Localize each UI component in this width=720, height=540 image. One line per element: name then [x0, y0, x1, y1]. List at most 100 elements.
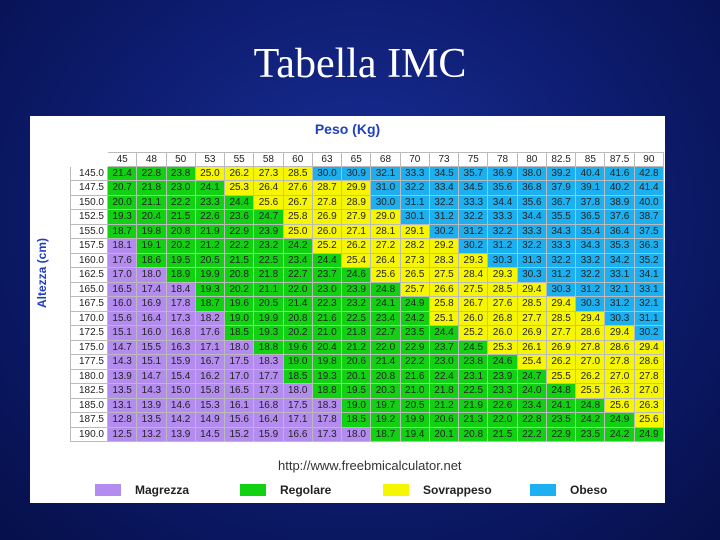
bmi-cell: 22.7 [371, 326, 401, 341]
bmi-cell: 27.3 [400, 253, 430, 268]
bmi-cell: 18.1 [108, 239, 138, 254]
bmi-cell: 23.8 [459, 355, 489, 370]
column-header: 60 [283, 152, 313, 167]
bmi-cell: 20.2 [166, 239, 196, 254]
bmi-cell: 36.8 [517, 181, 547, 196]
bmi-cell: 21.4 [371, 355, 401, 370]
column-header: 45 [108, 152, 138, 167]
bmi-cell: 25.0 [195, 166, 226, 181]
bmi-cell: 28.3 [429, 253, 460, 268]
bmi-cell: 32.2 [429, 195, 460, 210]
bmi-cell: 23.3 [488, 384, 518, 399]
bmi-cell: 20.6 [342, 355, 372, 370]
bmi-cell: 26.2 [225, 166, 255, 181]
bmi-cell: 34.3 [546, 224, 577, 239]
bmi-cell: 30.9 [342, 166, 372, 181]
row-header: 172.5 [70, 326, 108, 341]
bmi-cell: 25.2 [312, 239, 343, 254]
bmi-cell: 21.8 [137, 181, 167, 196]
bmi-cell: 40.2 [605, 181, 635, 196]
row-header: 157.5 [70, 239, 108, 254]
bmi-cell: 23.0 [429, 355, 460, 370]
bmi-cell: 41.6 [605, 166, 635, 181]
bmi-cell: 13.1 [108, 398, 138, 413]
bmi-cell: 17.3 [312, 427, 343, 442]
bmi-cell: 35.3 [605, 239, 635, 254]
bmi-cell: 16.1 [225, 398, 255, 413]
bmi-cell: 27.8 [605, 355, 635, 370]
bmi-cell: 24.6 [342, 268, 372, 283]
bmi-cell: 20.8 [166, 224, 196, 239]
bmi-cell: 27.9 [342, 210, 372, 225]
bmi-cell: 29.2 [429, 239, 460, 254]
bmi-cell: 36.5 [576, 210, 606, 225]
bmi-cell: 28.7 [312, 181, 343, 196]
bmi-cell: 34.5 [429, 166, 460, 181]
bmi-cell: 19.7 [371, 398, 401, 413]
bmi-cell: 19.5 [342, 384, 372, 399]
bmi-cell: 33.4 [429, 181, 460, 196]
bmi-cell: 27.7 [546, 326, 577, 341]
bmi-cell: 29.3 [459, 253, 489, 268]
bmi-cell: 24.7 [517, 369, 547, 384]
bmi-cell: 21.1 [254, 282, 284, 297]
bmi-cell: 23.4 [371, 311, 401, 326]
bmi-cell: 21.1 [137, 195, 167, 210]
bmi-cell: 22.4 [429, 369, 460, 384]
bmi-cell: 23.7 [312, 268, 343, 283]
bmi-cell: 16.0 [137, 326, 167, 341]
column-header: 87.5 [605, 152, 635, 167]
bmi-cell: 27.8 [634, 369, 664, 384]
bmi-cell: 21.9 [459, 398, 489, 413]
bmi-cell: 18.8 [254, 340, 284, 355]
bmi-cell: 27.7 [517, 311, 547, 326]
bmi-cell: 30.2 [459, 239, 489, 254]
bmi-cell: 31.3 [517, 253, 547, 268]
bmi-cell: 34.4 [517, 210, 547, 225]
bmi-cell: 22.0 [488, 413, 518, 428]
bmi-cell: 26.0 [488, 326, 518, 341]
bmi-cell: 25.3 [225, 181, 255, 196]
bmi-cell: 22.0 [371, 340, 401, 355]
bmi-cell: 15.5 [137, 340, 167, 355]
bmi-cell: 16.7 [195, 355, 226, 370]
bmi-cell: 18.3 [254, 355, 284, 370]
row-header: 180.0 [70, 369, 108, 384]
bmi-cell: 12.5 [108, 427, 138, 442]
bmi-cell: 31.1 [634, 311, 664, 326]
bmi-cell: 13.9 [108, 369, 138, 384]
bmi-cell: 27.6 [488, 297, 518, 312]
bmi-cell: 36.9 [488, 166, 518, 181]
row-header: 185.0 [70, 398, 108, 413]
bmi-cell: 33.3 [488, 210, 518, 225]
bmi-cell: 29.4 [546, 297, 577, 312]
bmi-cell: 19.1 [137, 239, 167, 254]
bmi-cell: 28.6 [605, 340, 635, 355]
bmi-cell: 18.0 [283, 384, 313, 399]
bmi-cell: 18.5 [283, 369, 313, 384]
bmi-cell: 35.2 [634, 253, 664, 268]
bmi-cell: 32.2 [488, 224, 518, 239]
bmi-cell: 17.5 [283, 398, 313, 413]
legend-label: Obeso [570, 483, 608, 497]
bmi-cell: 15.1 [137, 355, 167, 370]
bmi-cell: 20.8 [225, 268, 255, 283]
bmi-cell: 21.0 [312, 326, 343, 341]
bmi-cell: 19.6 [283, 340, 313, 355]
bmi-cell: 28.4 [459, 268, 489, 283]
bmi-cell: 29.3 [488, 268, 518, 283]
bmi-cell: 35.6 [488, 181, 518, 196]
row-header: 152.5 [70, 210, 108, 225]
bmi-cell: 29.4 [576, 311, 606, 326]
bmi-cell: 26.7 [283, 195, 313, 210]
bmi-cell: 37.8 [576, 195, 606, 210]
bmi-cell: 22.5 [459, 384, 489, 399]
bmi-cell: 26.2 [546, 355, 577, 370]
bmi-cell: 17.8 [166, 297, 196, 312]
bmi-cell: 17.7 [254, 369, 284, 384]
bmi-cell: 16.5 [108, 282, 138, 297]
bmi-cell: 22.6 [488, 398, 518, 413]
bmi-cell: 25.6 [254, 195, 284, 210]
bmi-cell: 34.2 [605, 253, 635, 268]
bmi-cell: 25.8 [429, 297, 460, 312]
